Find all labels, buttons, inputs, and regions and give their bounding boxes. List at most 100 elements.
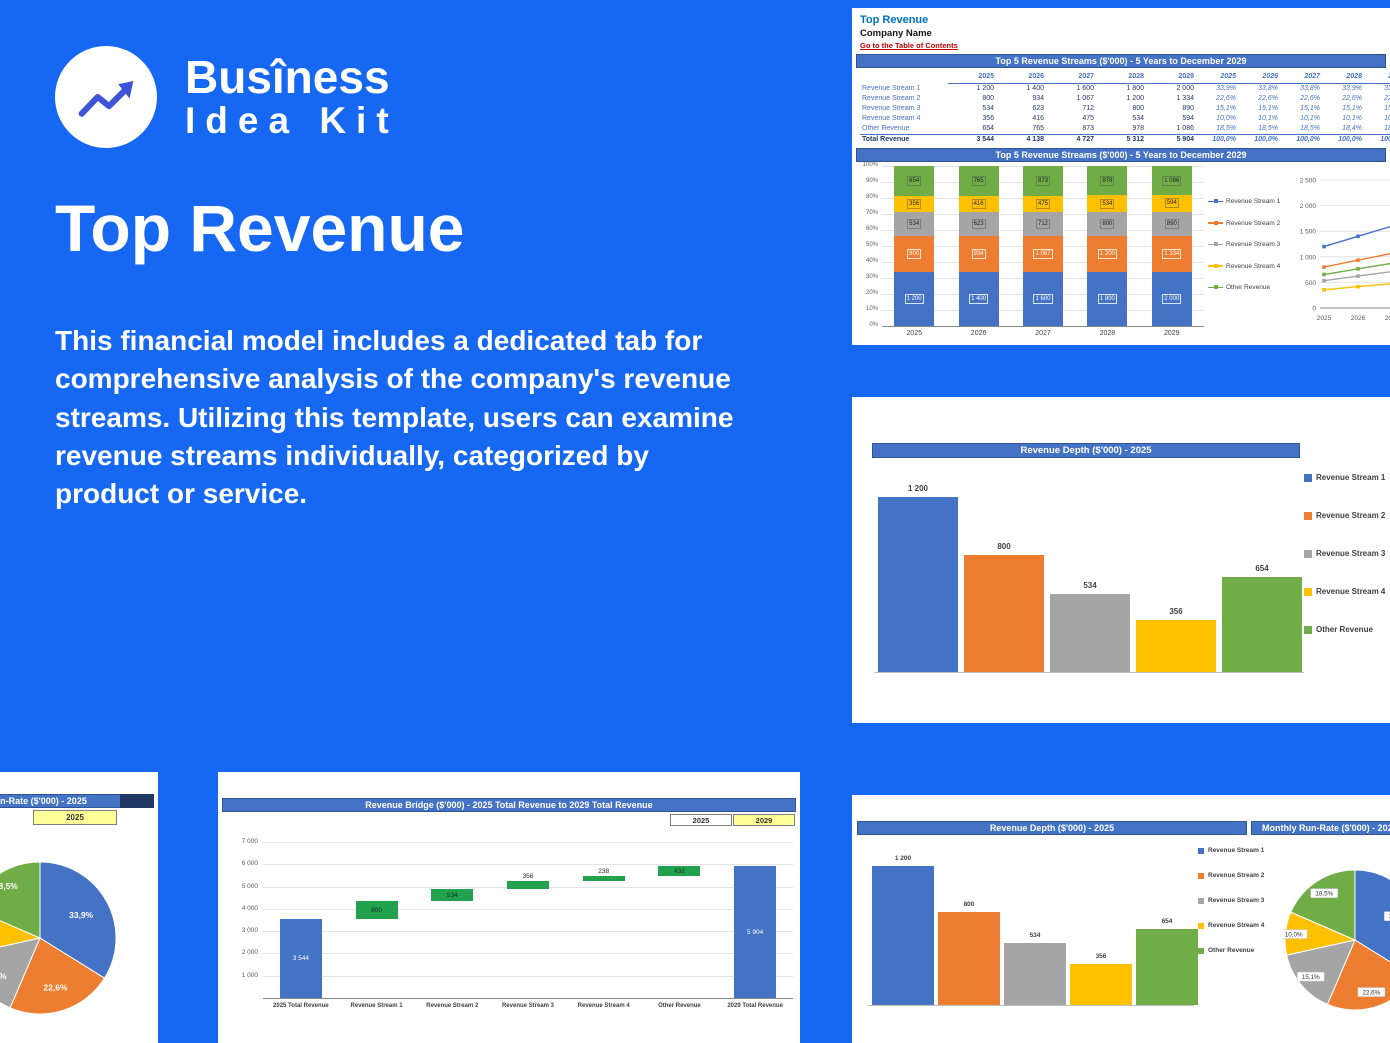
data-label: 356	[522, 873, 534, 881]
axis-label: Revenue Stream 1	[350, 1003, 403, 1009]
axis-tick: 1 000	[1300, 254, 1317, 261]
line-marker	[1356, 267, 1360, 271]
axis-label: Revenue Stream 4	[577, 1003, 630, 1009]
legend-line-marker	[1208, 242, 1223, 247]
delta-bar	[582, 876, 625, 882]
year-selector-cell[interactable]: 2025	[33, 810, 117, 825]
data-label: 22,6%	[43, 982, 68, 992]
table-cell: 18,4%	[1342, 125, 1362, 132]
axis-tick: 1 500	[1300, 229, 1317, 236]
legend-label: Revenue Stream 3	[1226, 241, 1281, 248]
table-cell: 4 727	[1048, 134, 1098, 145]
data-label: 890	[1164, 218, 1179, 229]
stacked-segment: 416	[958, 195, 999, 212]
data-label: 33,9%	[1389, 914, 1390, 921]
legend-square-marker	[1213, 220, 1218, 225]
legend-line-marker	[1208, 199, 1223, 204]
axis-line	[263, 998, 793, 999]
revenue-bridge-title-bar: Revenue Bridge ($'000) - 2025 Total Reve…	[222, 798, 796, 812]
data-label-box	[1357, 987, 1386, 997]
brand-name-line1: Busîness	[185, 50, 390, 103]
table-cell: 623	[1032, 105, 1044, 112]
table-cell: 22,6%	[1300, 95, 1320, 102]
axis-tick: 0	[1312, 306, 1316, 313]
gridline	[263, 953, 793, 955]
brand-wordmark: Busîness Idea Kit	[185, 50, 399, 142]
axis-label: Revenue Stream 3	[501, 1003, 554, 1009]
axis-label: 2029	[1164, 330, 1180, 337]
legend-line-marker	[1208, 285, 1223, 290]
axis-tick: 100%	[862, 162, 878, 168]
table-cell: 33,9%	[1342, 85, 1362, 92]
legend-label: Revenue Stream 4	[1226, 262, 1281, 270]
legend-item: Revenue Stream 4	[1198, 922, 1264, 929]
table-cell: 10,1%	[1300, 115, 1320, 122]
data-label: 3 544	[292, 955, 309, 962]
table-cell: 534	[982, 105, 994, 112]
stacked-segment: 1 086	[1151, 166, 1192, 196]
revenue-depth-legend: Revenue Stream 1 Revenue Stream 2 Revenue …	[852, 397, 1390, 723]
row-label: Revenue Stream 4	[862, 115, 921, 122]
bridge-year-from-cell[interactable]: 2025	[670, 814, 732, 826]
toc-link[interactable]: Go to the Table of Contents	[860, 41, 958, 50]
table-cell: 10,1%	[1384, 115, 1390, 122]
axis-tick: 80%	[865, 194, 878, 200]
table-cell: 15,1%	[1258, 105, 1278, 112]
data-label: 800	[997, 542, 1011, 552]
run-rate-title-bar-2: Monthly Run-Rate ($'000) - 2025	[1251, 821, 1390, 835]
bar	[878, 497, 958, 672]
data-label: 1 400	[969, 293, 989, 304]
table-cell: 100,0%	[1198, 134, 1240, 145]
stacked-segment: 356	[894, 195, 935, 212]
data-label: 800	[1100, 218, 1115, 229]
data-label: 1 800	[1097, 293, 1117, 304]
legend-square-marker	[1213, 285, 1218, 290]
axis-tick: 6 000	[241, 860, 258, 868]
legend-square-marker	[1304, 549, 1312, 558]
axis-tick: 70%	[865, 210, 878, 216]
data-label: 534	[907, 218, 922, 229]
titlebar-end-block	[120, 794, 154, 808]
legend-square-marker	[1304, 587, 1312, 596]
axis-label: 2027	[1035, 330, 1051, 337]
stacked-segment: 1 600	[1023, 271, 1063, 326]
legend-item: Revenue Stream 3	[1208, 241, 1280, 248]
data-label: 1 334	[1162, 248, 1182, 259]
brand-logo-circle	[55, 46, 157, 148]
delta-bar: 432	[658, 866, 701, 877]
table-cell: 534	[1132, 115, 1144, 122]
panel-monthly-run-rate: Monthly Run-Rate ($'000) - 2025 2025 33,…	[0, 772, 158, 1043]
table-cell: 800	[982, 95, 994, 102]
table-cell: 873	[1082, 125, 1094, 132]
row-label: Revenue Stream 1	[862, 85, 921, 92]
axis-label: 2027	[1385, 315, 1390, 322]
gridline	[263, 842, 793, 843]
data-label: 2 000	[1162, 293, 1182, 304]
brand-logo: Busîness Idea Kit	[55, 46, 399, 148]
pie-slice	[0, 937, 41, 1009]
data-label: 238	[598, 868, 610, 876]
line-marker	[1322, 265, 1326, 269]
legend-square-marker	[1213, 199, 1218, 204]
bar	[1222, 576, 1302, 672]
year-header: 2026	[1240, 72, 1282, 84]
data-label: 1 086	[1162, 175, 1182, 186]
pie-slice	[1290, 869, 1356, 941]
stacked-segment: 1 200	[1087, 235, 1128, 272]
table-cell: 33,8%	[1258, 85, 1278, 92]
table-cell: 15,1%	[1300, 105, 1320, 112]
trend-line	[1323, 253, 1390, 268]
data-label-box	[1283, 929, 1308, 939]
legend-line-marker	[1208, 263, 1223, 268]
table-cell: 10,1%	[1342, 115, 1362, 122]
legend-item: Revenue Stream 2	[1304, 511, 1385, 520]
year-header: 2025	[948, 72, 998, 84]
axis-line	[868, 1005, 1194, 1006]
table-cell: 33,9%	[1384, 85, 1390, 92]
table-cell: 800	[1132, 105, 1144, 112]
year-header: 2026	[998, 72, 1048, 84]
table-cell: 1 200	[1126, 95, 1144, 102]
table-cell: 18,5%	[1258, 125, 1278, 132]
bridge-year-to-cell[interactable]: 2029	[733, 814, 795, 826]
data-label: 15,1%	[0, 971, 7, 981]
